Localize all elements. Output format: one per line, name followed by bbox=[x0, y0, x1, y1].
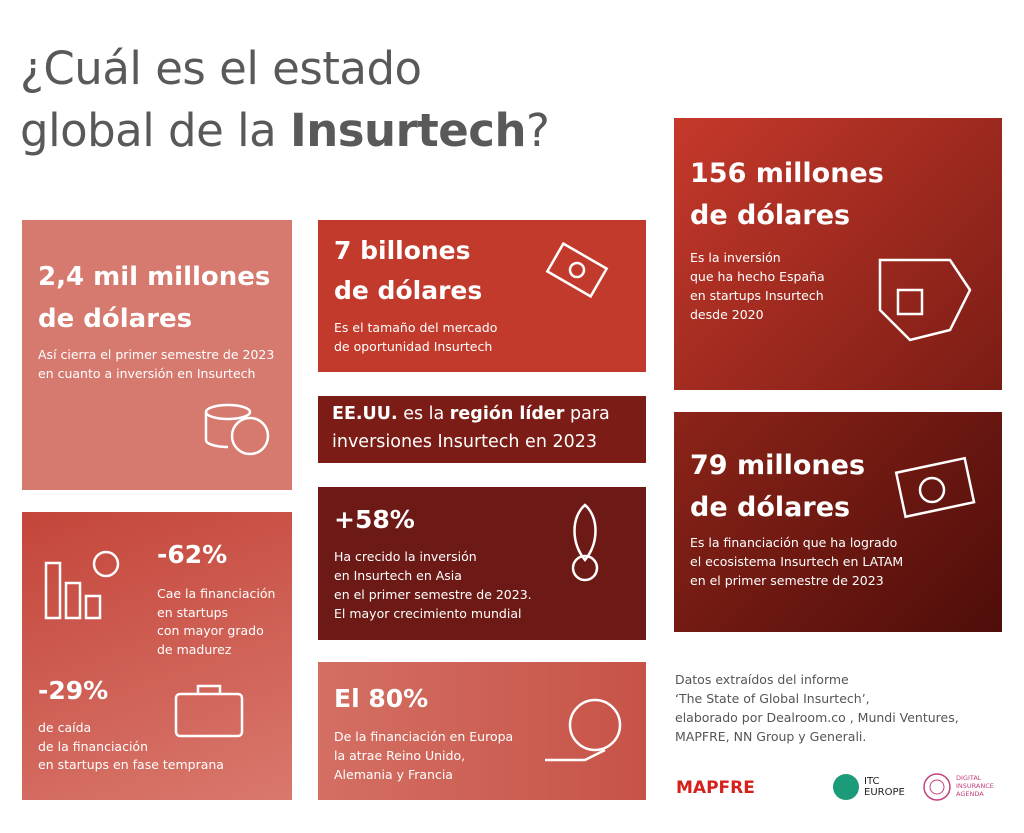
stat-body: en Insurtech en Asia bbox=[334, 568, 462, 583]
title-line: global de la Insurtech? bbox=[20, 100, 550, 162]
logo-text: AGENDA bbox=[956, 790, 984, 798]
stat-body: Es el tamaño del mercado bbox=[334, 320, 498, 335]
stat-heading: El 80% bbox=[334, 684, 429, 713]
decline-heading: -62% bbox=[157, 540, 228, 569]
stat-body: De la financiación en Europa bbox=[334, 729, 514, 744]
title-text: global de la bbox=[20, 104, 290, 157]
source-line: elaborado por Dealroom.co , Mundi Ventur… bbox=[675, 710, 959, 725]
highlight-card bbox=[318, 396, 646, 463]
source-line: MAPFRE, NN Group y Generali. bbox=[675, 729, 867, 744]
stat-card bbox=[674, 118, 1002, 390]
icon bbox=[894, 456, 976, 519]
declines-card bbox=[22, 512, 292, 800]
stat-body: El mayor crecimiento mundial bbox=[334, 606, 522, 621]
stat-card bbox=[22, 220, 292, 490]
logo-icon bbox=[923, 773, 951, 801]
stat-body: que ha hecho España bbox=[690, 269, 825, 284]
stat-card bbox=[674, 412, 1002, 632]
decline-body: en startups en fase temprana bbox=[38, 757, 224, 772]
title-line: ¿Cuál es el estado bbox=[20, 42, 422, 95]
icon bbox=[545, 698, 622, 762]
stat-body: Ha crecido la inversión bbox=[334, 549, 477, 564]
stat-body: en startups Insurtech bbox=[690, 288, 824, 303]
icon bbox=[545, 241, 609, 299]
stat-body: Alemania y Francia bbox=[334, 767, 453, 782]
logo-itc: ITC EUROPE bbox=[864, 776, 905, 798]
stat-heading: +58% bbox=[334, 505, 415, 534]
decline-body: de madurez bbox=[157, 641, 232, 657]
logo-text: EUROPE bbox=[864, 787, 905, 798]
source-line: Datos extraídos del informe bbox=[675, 672, 849, 687]
stat-body: desde 2020 bbox=[690, 307, 764, 322]
stat-body: Es la financiación que ha logrado bbox=[690, 535, 898, 550]
source-line: ‘The State of Global Insurtech’, bbox=[675, 691, 870, 706]
stat-heading: 7 billones bbox=[334, 236, 471, 265]
highlight-text: es la bbox=[397, 404, 450, 424]
decline-body: con mayor grado bbox=[157, 623, 264, 638]
stat-heading: de dólares bbox=[690, 492, 851, 523]
decline-body: en startups bbox=[157, 604, 229, 620]
icon bbox=[878, 258, 972, 342]
stat-body: Así cierra el primer semestre de 2023 bbox=[38, 347, 275, 362]
logo-mapfre: MAPFRE bbox=[676, 778, 755, 798]
highlight-line: inversiones Insurtech en 2023 bbox=[332, 432, 598, 452]
stat-body: en el primer semestre de 2023. bbox=[334, 587, 532, 602]
stat-body: Es la inversión bbox=[690, 250, 781, 265]
icon bbox=[204, 403, 270, 456]
logo-text: DIGITAL bbox=[956, 774, 982, 782]
decline-body: de caída bbox=[38, 720, 92, 735]
stat-heading: de dólares bbox=[334, 276, 483, 305]
logo-dia: DIGITAL INSURANCE AGENDA bbox=[956, 774, 994, 798]
stat-body: la atrae Reino Unido, bbox=[334, 748, 466, 763]
highlight-bold: EE.UU. bbox=[332, 404, 398, 424]
logo-icon bbox=[833, 774, 859, 800]
stat-body: de oportunidad Insurtech bbox=[334, 339, 493, 354]
source-note: Datos extraídos del informe ‘The State of… bbox=[675, 670, 959, 746]
stat-heading: 156 millones bbox=[690, 158, 884, 189]
stat-body: el ecosistema Insurtech en LATAM bbox=[690, 554, 904, 569]
highlight-text: para bbox=[564, 404, 610, 424]
icon bbox=[571, 503, 599, 582]
title-bold: Insurtech bbox=[289, 104, 527, 157]
highlight-line: EE.UU. es la región líder para bbox=[332, 404, 610, 424]
title-text: ? bbox=[526, 104, 550, 157]
decline-body: Cae la financiación bbox=[157, 586, 276, 601]
icon bbox=[44, 550, 120, 620]
stat-heading: 79 millones bbox=[690, 450, 866, 481]
stat-body: en cuanto a inversión en Insurtech bbox=[38, 366, 256, 381]
decline-body: de la financiación bbox=[38, 738, 149, 754]
stat-heading: 2,4 mil millones bbox=[38, 262, 271, 292]
stat-heading: de dólares bbox=[690, 200, 851, 231]
stat-card bbox=[318, 662, 646, 800]
stat-heading: de dólares bbox=[38, 304, 193, 334]
icon bbox=[174, 684, 244, 738]
logo-text: ITC bbox=[864, 776, 880, 787]
decline-heading: -29% bbox=[38, 676, 109, 705]
stat-body: en el primer semestre de 2023 bbox=[690, 573, 884, 588]
logo-text: INSURANCE bbox=[956, 782, 994, 790]
highlight-bold: región líder bbox=[449, 404, 565, 424]
